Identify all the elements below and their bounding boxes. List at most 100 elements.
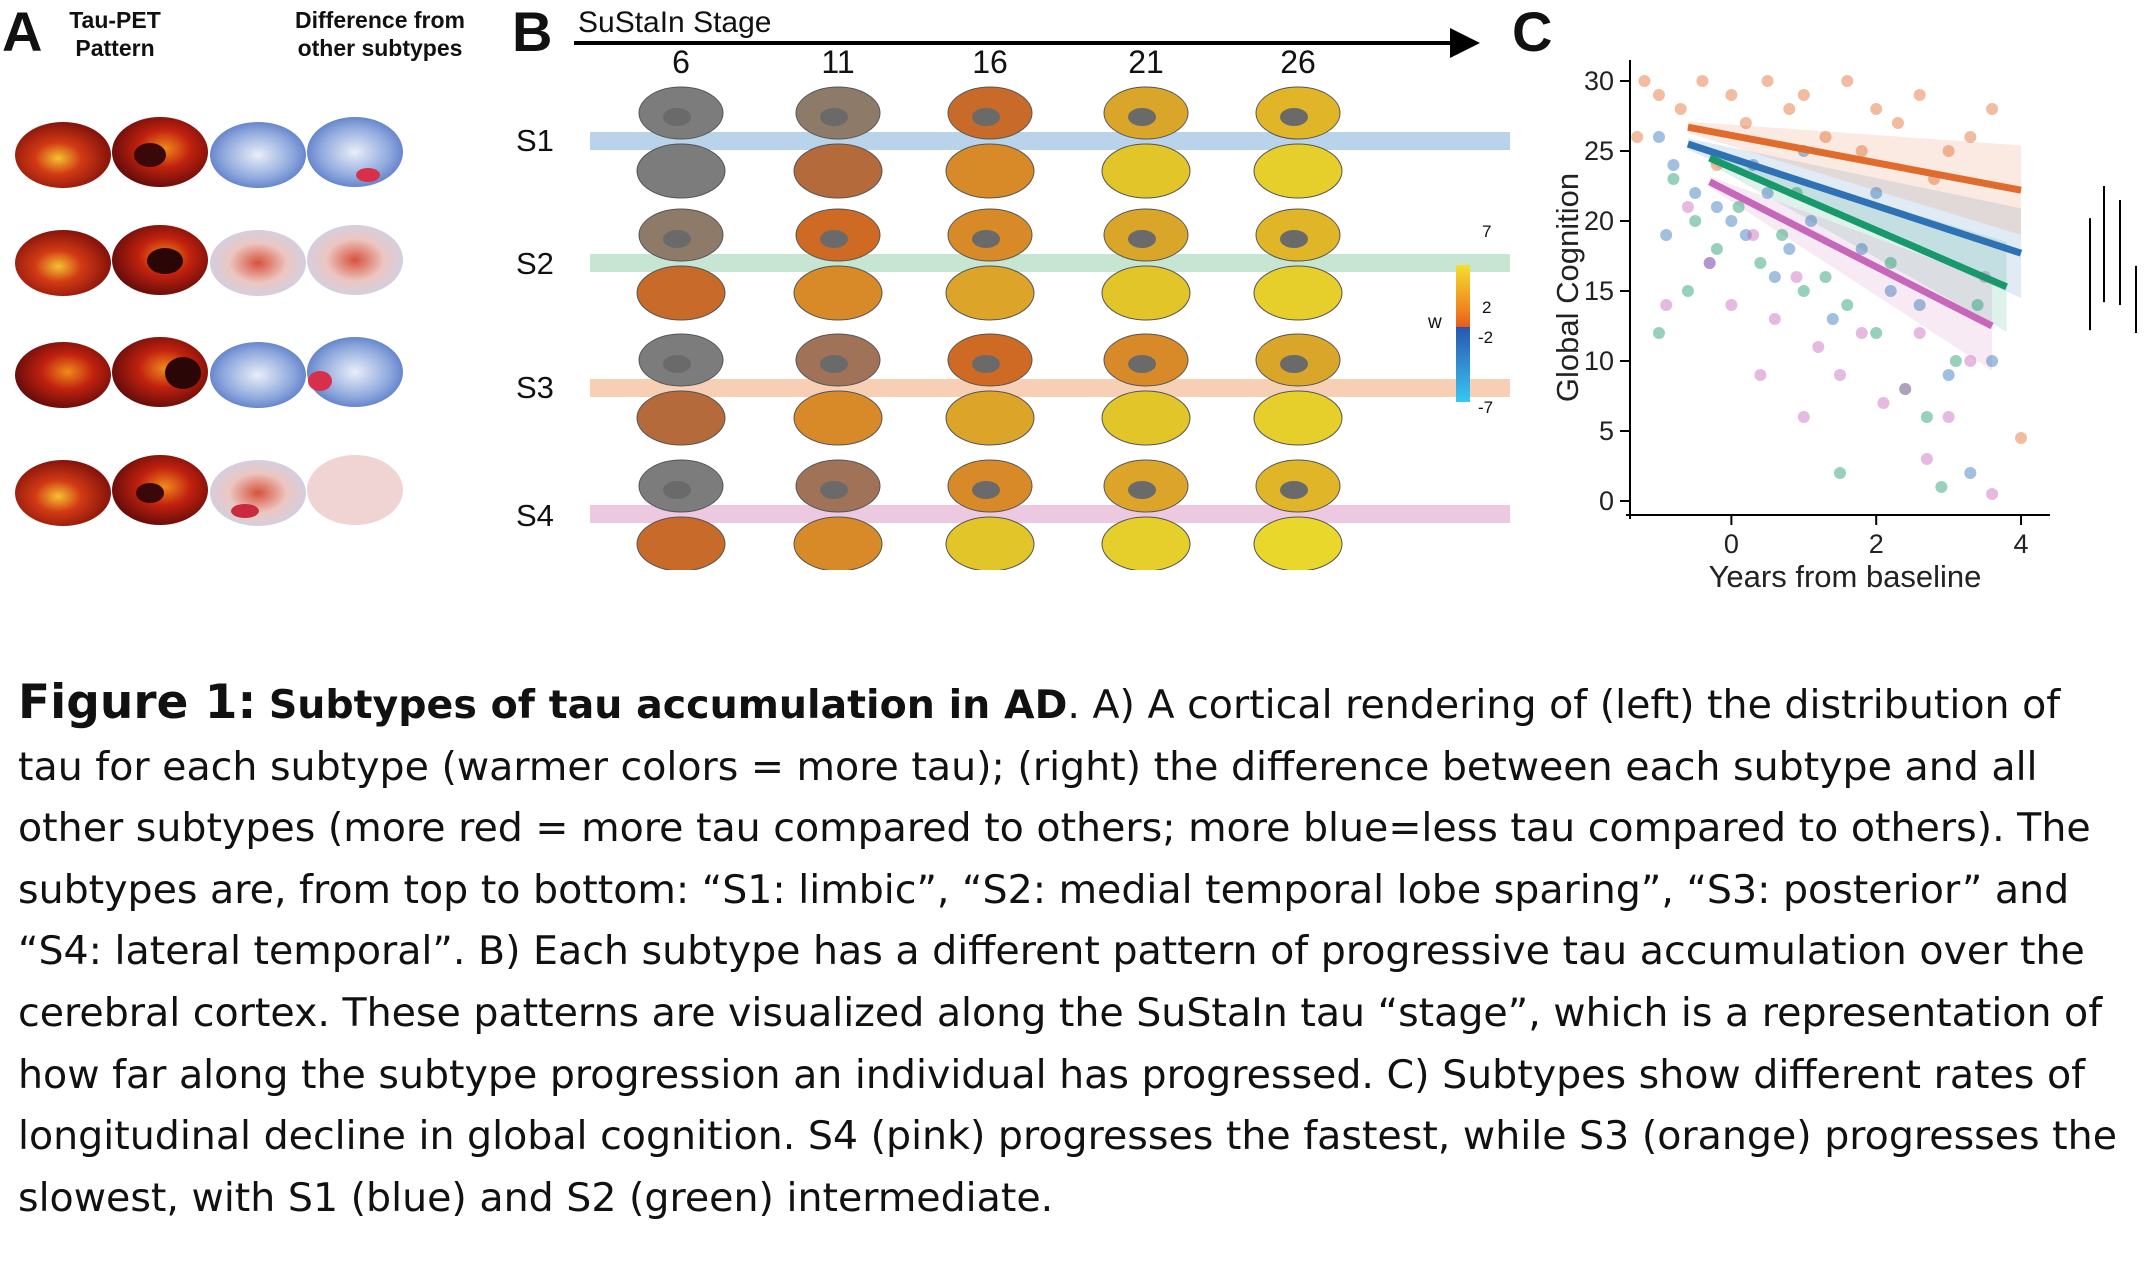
data-point: [1797, 411, 1810, 423]
brain-lateral-view: [1101, 516, 1191, 570]
regression-line: [1708, 178, 1994, 330]
data-point: [1783, 103, 1796, 115]
brain-medial-core: [820, 355, 848, 373]
data-point: [1942, 369, 1955, 381]
colorbar-label: w: [1428, 312, 1442, 333]
stage-number: 21: [1128, 44, 1164, 80]
brain-lateral-view: [793, 265, 883, 321]
panel-a-letter: A: [2, 0, 43, 63]
data-point: [1696, 75, 1709, 87]
panel-a-brain-renderings: [15, 117, 403, 526]
data-point: [1652, 327, 1665, 339]
brain-medial-core: [820, 230, 848, 248]
brain-lateral-view: [1253, 143, 1343, 199]
confidence-band: [1709, 152, 2007, 332]
brain-medial-core: [972, 481, 1000, 499]
data-point: [1689, 187, 1702, 199]
data-point: [1761, 75, 1774, 87]
brain-lateral-view: [1101, 390, 1191, 446]
regression-line: [1687, 123, 2022, 194]
stage-number: 26: [1280, 44, 1316, 80]
data-point: [1855, 327, 1868, 339]
data-point: [1935, 481, 1948, 493]
brain-lateral-view: [1253, 390, 1343, 446]
brain-medial-core: [972, 108, 1000, 126]
y-tick-label: 20: [1584, 206, 1614, 236]
data-point: [1891, 117, 1904, 129]
brain-medial-core: [1280, 108, 1308, 126]
brain-row-s1: [15, 117, 403, 188]
data-point: [1899, 383, 1912, 395]
brain-medial-core: [1280, 230, 1308, 248]
data-point: [1652, 89, 1665, 101]
brain-medial-core: [663, 355, 691, 373]
data-point: [1870, 103, 1883, 115]
confidence-band: [1709, 176, 1993, 371]
data-point: [1870, 187, 1883, 199]
data-point: [1739, 117, 1752, 129]
data-point: [1920, 453, 1933, 465]
y-tick-label: 10: [1584, 346, 1614, 376]
brain-lateral-view: [1101, 265, 1191, 321]
panel-b-letter: B: [512, 0, 553, 63]
brain-medial-core: [820, 108, 848, 126]
subtype-arrows: [590, 132, 1510, 523]
sustain-stage-label: SuStaIn Stage: [578, 6, 772, 39]
brain-medial-core: [663, 481, 691, 499]
data-point: [1964, 131, 1977, 143]
data-point: [1877, 397, 1890, 409]
data-point: [1812, 341, 1825, 353]
data-point: [1884, 285, 1897, 297]
data-point: [1761, 187, 1774, 199]
data-point: [1942, 145, 1955, 157]
brain-lateral-view: [1253, 516, 1343, 570]
regression-line: [1686, 140, 2023, 257]
data-point: [1754, 257, 1767, 269]
data-point: [1631, 131, 1644, 143]
tau-pet-pattern-header: Tau-PET Pattern: [50, 6, 180, 62]
brain-row-s4: [15, 455, 403, 526]
brain-lateral-view: [636, 390, 726, 446]
brain-medial-core: [1128, 355, 1156, 373]
subtype-arrow-band: [590, 505, 1510, 523]
y-tick-label: 15: [1584, 276, 1614, 306]
subtype-label-s2: S2: [516, 246, 554, 281]
data-point: [1805, 215, 1818, 227]
data-point: [1681, 201, 1694, 213]
data-point: [1884, 257, 1897, 269]
data-point: [1841, 299, 1854, 311]
data-point: [1754, 369, 1767, 381]
data-point: [1725, 215, 1738, 227]
data-point: [1920, 411, 1933, 423]
brain-medial-core: [972, 355, 1000, 373]
brain-lateral-view: [1253, 265, 1343, 321]
brain-lateral-view: [793, 143, 883, 199]
data-point: [1747, 229, 1760, 241]
brain-medial-core: [820, 481, 848, 499]
colorbar-tick: -7: [1478, 398, 1494, 417]
data-point: [1660, 229, 1673, 241]
data-point: [1819, 271, 1832, 283]
global-cognition-chart: 0 5 10 15 20 25 30 0 2 4 Years from baseline Global…: [1550, 60, 2137, 594]
data-point: [1768, 271, 1781, 283]
data-point: [1797, 285, 1810, 297]
data-point: [1986, 103, 1999, 115]
data-point: [1855, 145, 1868, 157]
data-point: [1834, 467, 1846, 479]
subtype-arrow-band: [590, 379, 1510, 397]
data-point: [1964, 467, 1977, 479]
data-point: [1964, 355, 1977, 367]
data-point: [2015, 432, 2028, 444]
data-point: [1689, 215, 1702, 227]
stage-number: 16: [972, 44, 1008, 80]
data-point: [1986, 488, 1999, 500]
y-tick-label: 5: [1599, 416, 1614, 446]
data-point: [1725, 299, 1738, 311]
panel-b-progression: [574, 28, 1510, 570]
data-point: [1913, 89, 1926, 101]
data-point: [1971, 299, 1984, 311]
x-axis-label: Years from baseline: [1709, 559, 1982, 594]
x-tick-label: 0: [1724, 529, 1739, 559]
caption-body: . A) A cortical rendering of (left) the …: [18, 682, 2117, 1221]
y-tick-label: 25: [1584, 136, 1614, 166]
